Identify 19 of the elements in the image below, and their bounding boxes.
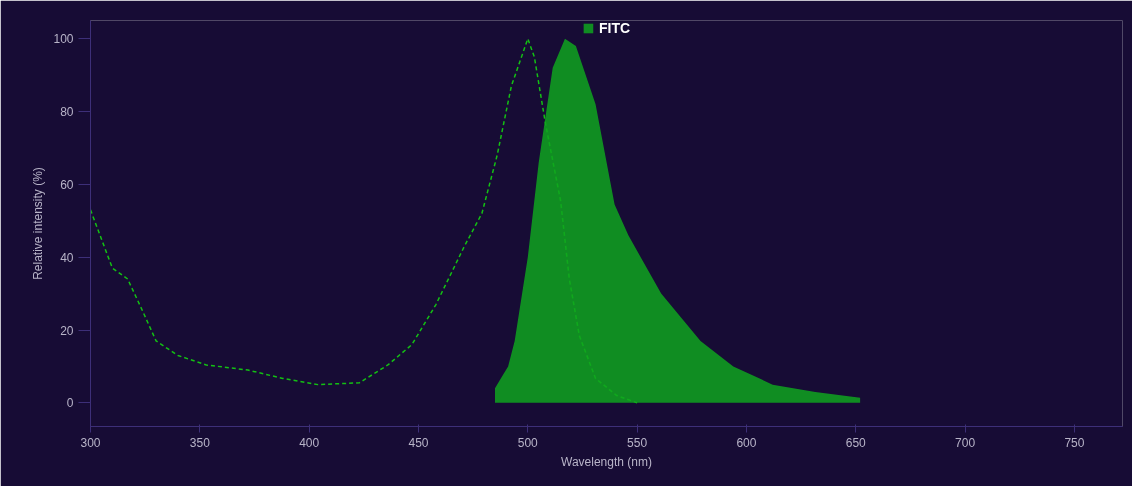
y-tick-label: 100 — [53, 32, 74, 47]
x-tick-label: 750 — [1064, 435, 1085, 450]
x-tick-label: 550 — [627, 435, 648, 450]
x-tick-label: 700 — [955, 435, 976, 450]
y-tick-label: 0 — [66, 396, 74, 411]
legend-label: FITC — [598, 20, 631, 36]
x-tick-label: 500 — [517, 435, 539, 450]
x-tick-label: 650 — [845, 435, 867, 450]
y-tick-label: 40 — [60, 250, 74, 265]
x-tick-label: 450 — [408, 435, 429, 450]
x-axis-title: Wavelength (nm) — [561, 454, 652, 469]
y-tick-label: 20 — [60, 323, 74, 338]
y-tick-label: 60 — [60, 177, 74, 192]
x-tick-label: 300 — [80, 435, 101, 450]
y-axis-title: Relative intensity (%) — [31, 167, 46, 280]
y-tick-label: 80 — [60, 105, 74, 120]
x-tick-label: 600 — [736, 435, 757, 450]
x-tick-label: 400 — [299, 435, 320, 450]
x-tick-label: 350 — [189, 435, 211, 450]
